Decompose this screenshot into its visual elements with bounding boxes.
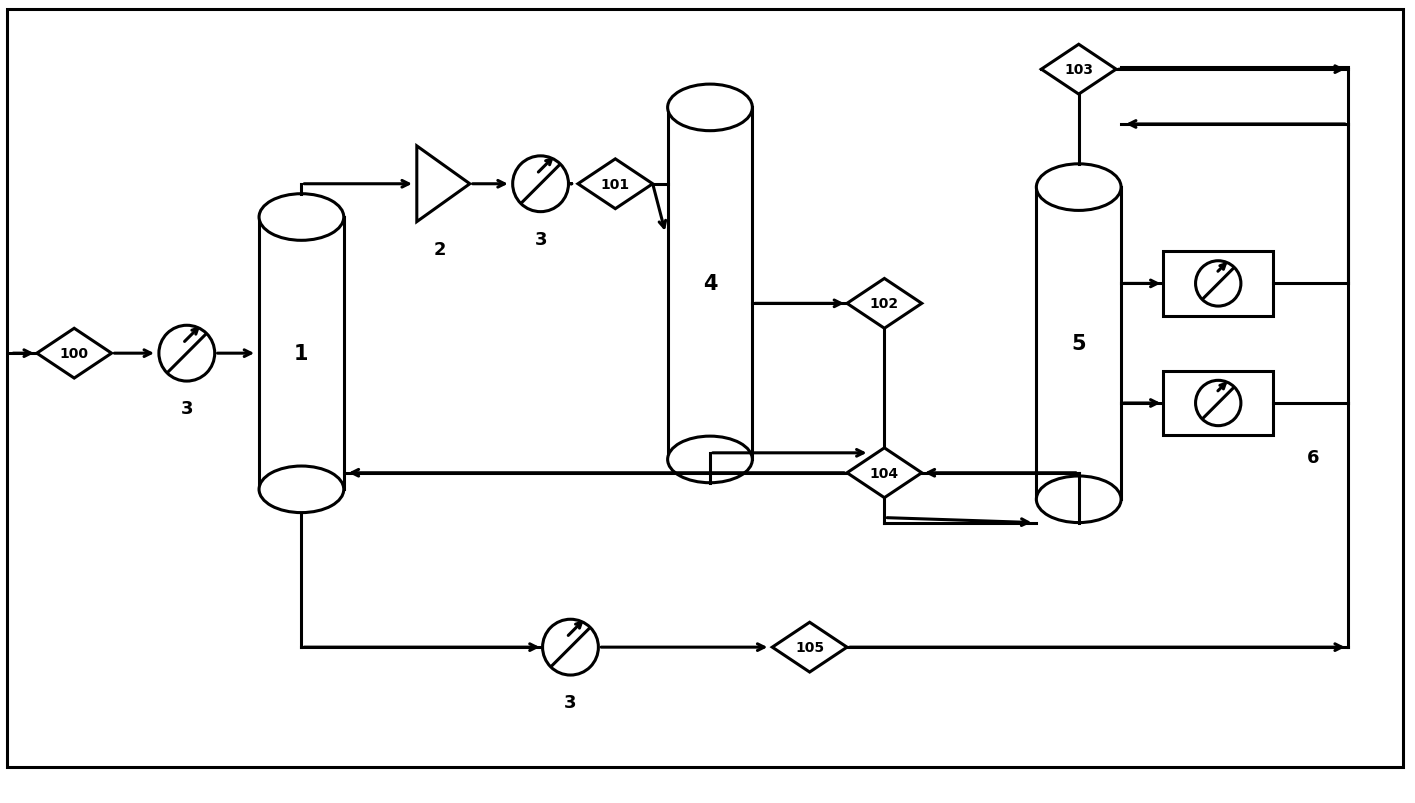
- Polygon shape: [848, 448, 921, 498]
- Ellipse shape: [668, 437, 753, 483]
- Text: 3: 3: [181, 400, 192, 418]
- Ellipse shape: [259, 467, 344, 513]
- Text: 3: 3: [565, 693, 577, 711]
- Ellipse shape: [1036, 476, 1121, 523]
- Text: 4: 4: [703, 274, 717, 294]
- Polygon shape: [37, 329, 112, 378]
- Text: 5: 5: [1071, 334, 1087, 354]
- Text: 105: 105: [795, 640, 824, 654]
- Polygon shape: [1041, 45, 1116, 95]
- Polygon shape: [577, 160, 652, 210]
- Polygon shape: [848, 279, 921, 329]
- Text: 101: 101: [601, 177, 630, 191]
- Bar: [259, 218, 344, 490]
- Text: 2: 2: [433, 240, 446, 259]
- Text: 3: 3: [535, 230, 546, 248]
- Bar: [1036, 188, 1121, 499]
- Polygon shape: [773, 622, 848, 672]
- Ellipse shape: [259, 194, 344, 241]
- Text: 1: 1: [294, 344, 308, 364]
- Circle shape: [1196, 381, 1241, 426]
- Text: 102: 102: [870, 297, 899, 311]
- Circle shape: [1196, 262, 1241, 307]
- Bar: [668, 108, 753, 460]
- Bar: [1163, 251, 1274, 316]
- Text: 100: 100: [59, 347, 89, 361]
- Ellipse shape: [668, 85, 753, 132]
- Text: 103: 103: [1064, 63, 1094, 77]
- Circle shape: [542, 619, 599, 675]
- Text: 104: 104: [870, 467, 899, 480]
- Ellipse shape: [1036, 165, 1121, 211]
- Circle shape: [158, 326, 215, 381]
- Bar: [1163, 371, 1274, 436]
- Polygon shape: [417, 147, 470, 222]
- Text: 6: 6: [1306, 448, 1319, 467]
- Circle shape: [512, 157, 569, 212]
